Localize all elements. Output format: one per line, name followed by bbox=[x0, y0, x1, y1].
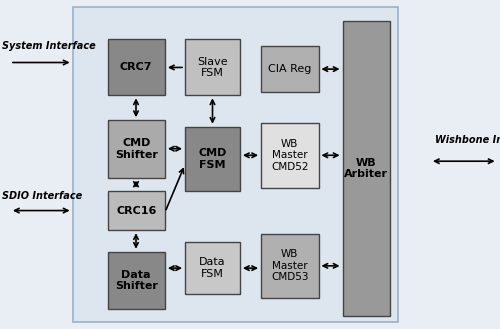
Bar bbox=[185, 39, 240, 95]
Bar bbox=[108, 252, 165, 309]
Bar bbox=[185, 242, 240, 294]
Text: Wishbone Interface: Wishbone Interface bbox=[435, 135, 500, 145]
Text: CRC16: CRC16 bbox=[116, 206, 156, 215]
Bar bbox=[72, 7, 398, 322]
Bar bbox=[108, 191, 165, 230]
Text: Slave
FSM: Slave FSM bbox=[197, 57, 228, 78]
Text: Data
FSM: Data FSM bbox=[199, 257, 226, 279]
Text: CRC7: CRC7 bbox=[120, 63, 152, 72]
Text: CMD
Shifter: CMD Shifter bbox=[115, 138, 158, 160]
Text: CIA Reg: CIA Reg bbox=[268, 64, 312, 74]
Text: Data
Shifter: Data Shifter bbox=[115, 270, 158, 291]
Text: WB
Master
CMD52: WB Master CMD52 bbox=[271, 139, 308, 172]
Bar bbox=[185, 127, 240, 191]
Text: SDIO Interface: SDIO Interface bbox=[2, 191, 83, 201]
Text: WB
Arbiter: WB Arbiter bbox=[344, 158, 388, 179]
Bar bbox=[108, 39, 165, 95]
Bar bbox=[108, 120, 165, 178]
Text: WB
Master
CMD53: WB Master CMD53 bbox=[271, 249, 308, 282]
Bar bbox=[261, 123, 318, 188]
Bar bbox=[261, 46, 318, 92]
Text: System Interface: System Interface bbox=[2, 41, 96, 51]
Bar bbox=[342, 21, 390, 316]
Bar bbox=[261, 234, 318, 298]
Text: CMD
FSM: CMD FSM bbox=[198, 148, 226, 169]
